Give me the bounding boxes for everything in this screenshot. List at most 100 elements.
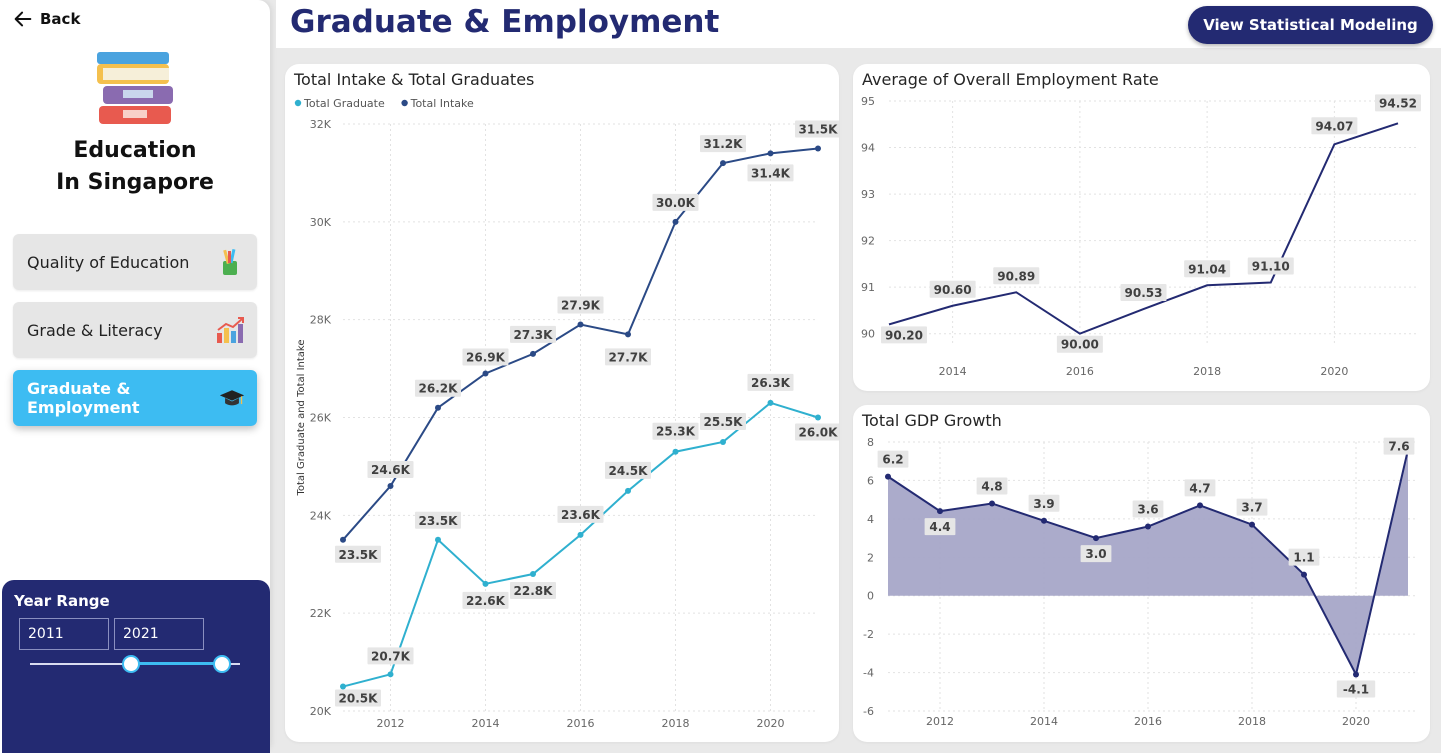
point-label: 90.60 <box>929 280 976 298</box>
point-label: 1.1 <box>1288 548 1320 566</box>
chart-title: Total Intake & Total Graduates <box>294 70 535 89</box>
data-label-bg <box>795 120 839 138</box>
data-label-bg <box>976 477 1008 495</box>
data-label-bg <box>1247 257 1294 275</box>
sidebar: Back Education In Singapore Quality of E… <box>0 0 270 753</box>
nav-grade-literacy[interactable]: Grade & Literacy <box>13 302 257 358</box>
data-label-bg <box>1336 680 1376 698</box>
data-label-bg <box>652 193 699 211</box>
x-tick-label: 2020 <box>1342 715 1370 728</box>
year-slider-start-handle[interactable] <box>122 655 140 673</box>
year-start-input[interactable]: 2011 <box>19 618 109 650</box>
data-label: -4.1 <box>1343 682 1369 696</box>
data-label-bg <box>605 461 651 479</box>
point-label: 3.7 <box>1236 498 1268 516</box>
header: Graduate & Employment View Statistical M… <box>276 0 1441 48</box>
year-end-input[interactable]: 2021 <box>114 618 204 650</box>
data-label-bg <box>1311 117 1358 135</box>
data-label: 31.5K <box>799 122 839 136</box>
data-point <box>767 399 774 406</box>
data-label: 27.3K <box>514 328 554 342</box>
point-label: 7.6 <box>1383 437 1415 455</box>
y-tick-label: 91 <box>861 281 875 294</box>
y-tick-label: 0 <box>867 590 874 603</box>
data-label: 26.0K <box>799 426 839 440</box>
data-label: 90.20 <box>885 328 923 342</box>
data-label-bg <box>1184 479 1216 497</box>
data-label: 25.5K <box>704 415 744 429</box>
graduation-cap-icon <box>219 390 245 406</box>
data-label-bg <box>1120 284 1167 302</box>
data-point <box>937 508 943 515</box>
data-label-bg <box>795 423 839 441</box>
point-label: 91.10 <box>1247 257 1294 275</box>
point-label: 22.6K <box>462 591 509 609</box>
data-label: 3.9 <box>1033 497 1054 511</box>
y-tick-label: 20K <box>310 705 332 718</box>
data-label: 3.7 <box>1241 501 1262 515</box>
data-point <box>672 448 679 455</box>
point-label: 27.3K <box>510 325 556 343</box>
data-point <box>1093 535 1099 542</box>
data-point <box>340 536 346 543</box>
data-label-bg <box>367 647 414 665</box>
arrow-left-icon <box>14 11 32 27</box>
data-point <box>482 580 489 587</box>
data-label: 7.6 <box>1388 440 1409 454</box>
y-tick-label: -2 <box>863 628 874 641</box>
data-label: 26.2K <box>419 382 459 396</box>
point-label: -4.1 <box>1336 680 1376 698</box>
data-label-bg <box>367 460 414 478</box>
data-point <box>387 482 394 489</box>
data-label: 91.04 <box>1188 262 1226 276</box>
data-label-bg <box>335 545 381 563</box>
data-label: 22.8K <box>514 584 554 598</box>
data-label-bg <box>415 511 461 529</box>
y-tick-label: 22K <box>310 607 332 620</box>
nav-label: Graduate & Employment <box>27 379 140 417</box>
point-label: 6.2 <box>877 450 909 468</box>
data-label-bg <box>1028 494 1060 512</box>
y-tick-label: 2 <box>867 551 874 564</box>
y-tick-label: 93 <box>861 188 875 201</box>
x-tick-label: 2012 <box>926 715 954 728</box>
series-line <box>888 122 1399 335</box>
y-tick-label: 92 <box>861 235 875 248</box>
nav-graduate-employment[interactable]: Graduate & Employment <box>13 370 257 426</box>
data-label-bg <box>747 164 794 182</box>
pencil-cup-icon <box>223 248 237 275</box>
data-label: 30.0K <box>656 196 696 210</box>
data-label: 94.07 <box>1315 119 1353 133</box>
data-label-bg <box>335 689 381 707</box>
point-label: 27.9K <box>557 296 604 314</box>
data-label: 90.00 <box>1061 338 1099 352</box>
data-point <box>1041 517 1047 524</box>
view-statistical-modeling-button[interactable]: View Statistical Modeling <box>1188 6 1433 44</box>
data-label: 25.3K <box>656 425 696 439</box>
y-tick-label: 26K <box>310 412 332 425</box>
data-point <box>885 473 891 480</box>
data-label-bg <box>1375 94 1421 112</box>
data-label-bg <box>1132 500 1164 518</box>
data-label: 6.2 <box>882 453 903 467</box>
intake-graduates-card: Total Intake & Total Graduates Total Gra… <box>285 64 839 742</box>
data-label-bg <box>415 379 461 397</box>
data-point <box>482 370 489 377</box>
x-tick-label: 2018 <box>662 717 690 730</box>
nav-quality-of-education[interactable]: Quality of Education <box>13 234 257 290</box>
data-label-bg <box>1080 545 1112 563</box>
year-slider-end-handle[interactable] <box>213 655 231 673</box>
data-point <box>625 487 631 494</box>
point-label: 20.5K <box>335 689 381 707</box>
y-tick-label: 95 <box>861 95 875 108</box>
data-label: 90.89 <box>997 269 1035 283</box>
data-label-bg <box>510 582 556 600</box>
data-label: 94.52 <box>1379 96 1417 110</box>
data-point <box>815 145 821 152</box>
year-range-title: Year Range <box>14 592 110 610</box>
data-point <box>720 160 726 167</box>
back-button[interactable]: Back <box>12 8 80 30</box>
point-label: 25.5K <box>700 412 746 430</box>
point-label: 24.6K <box>367 460 414 478</box>
data-label-bg <box>747 373 794 391</box>
